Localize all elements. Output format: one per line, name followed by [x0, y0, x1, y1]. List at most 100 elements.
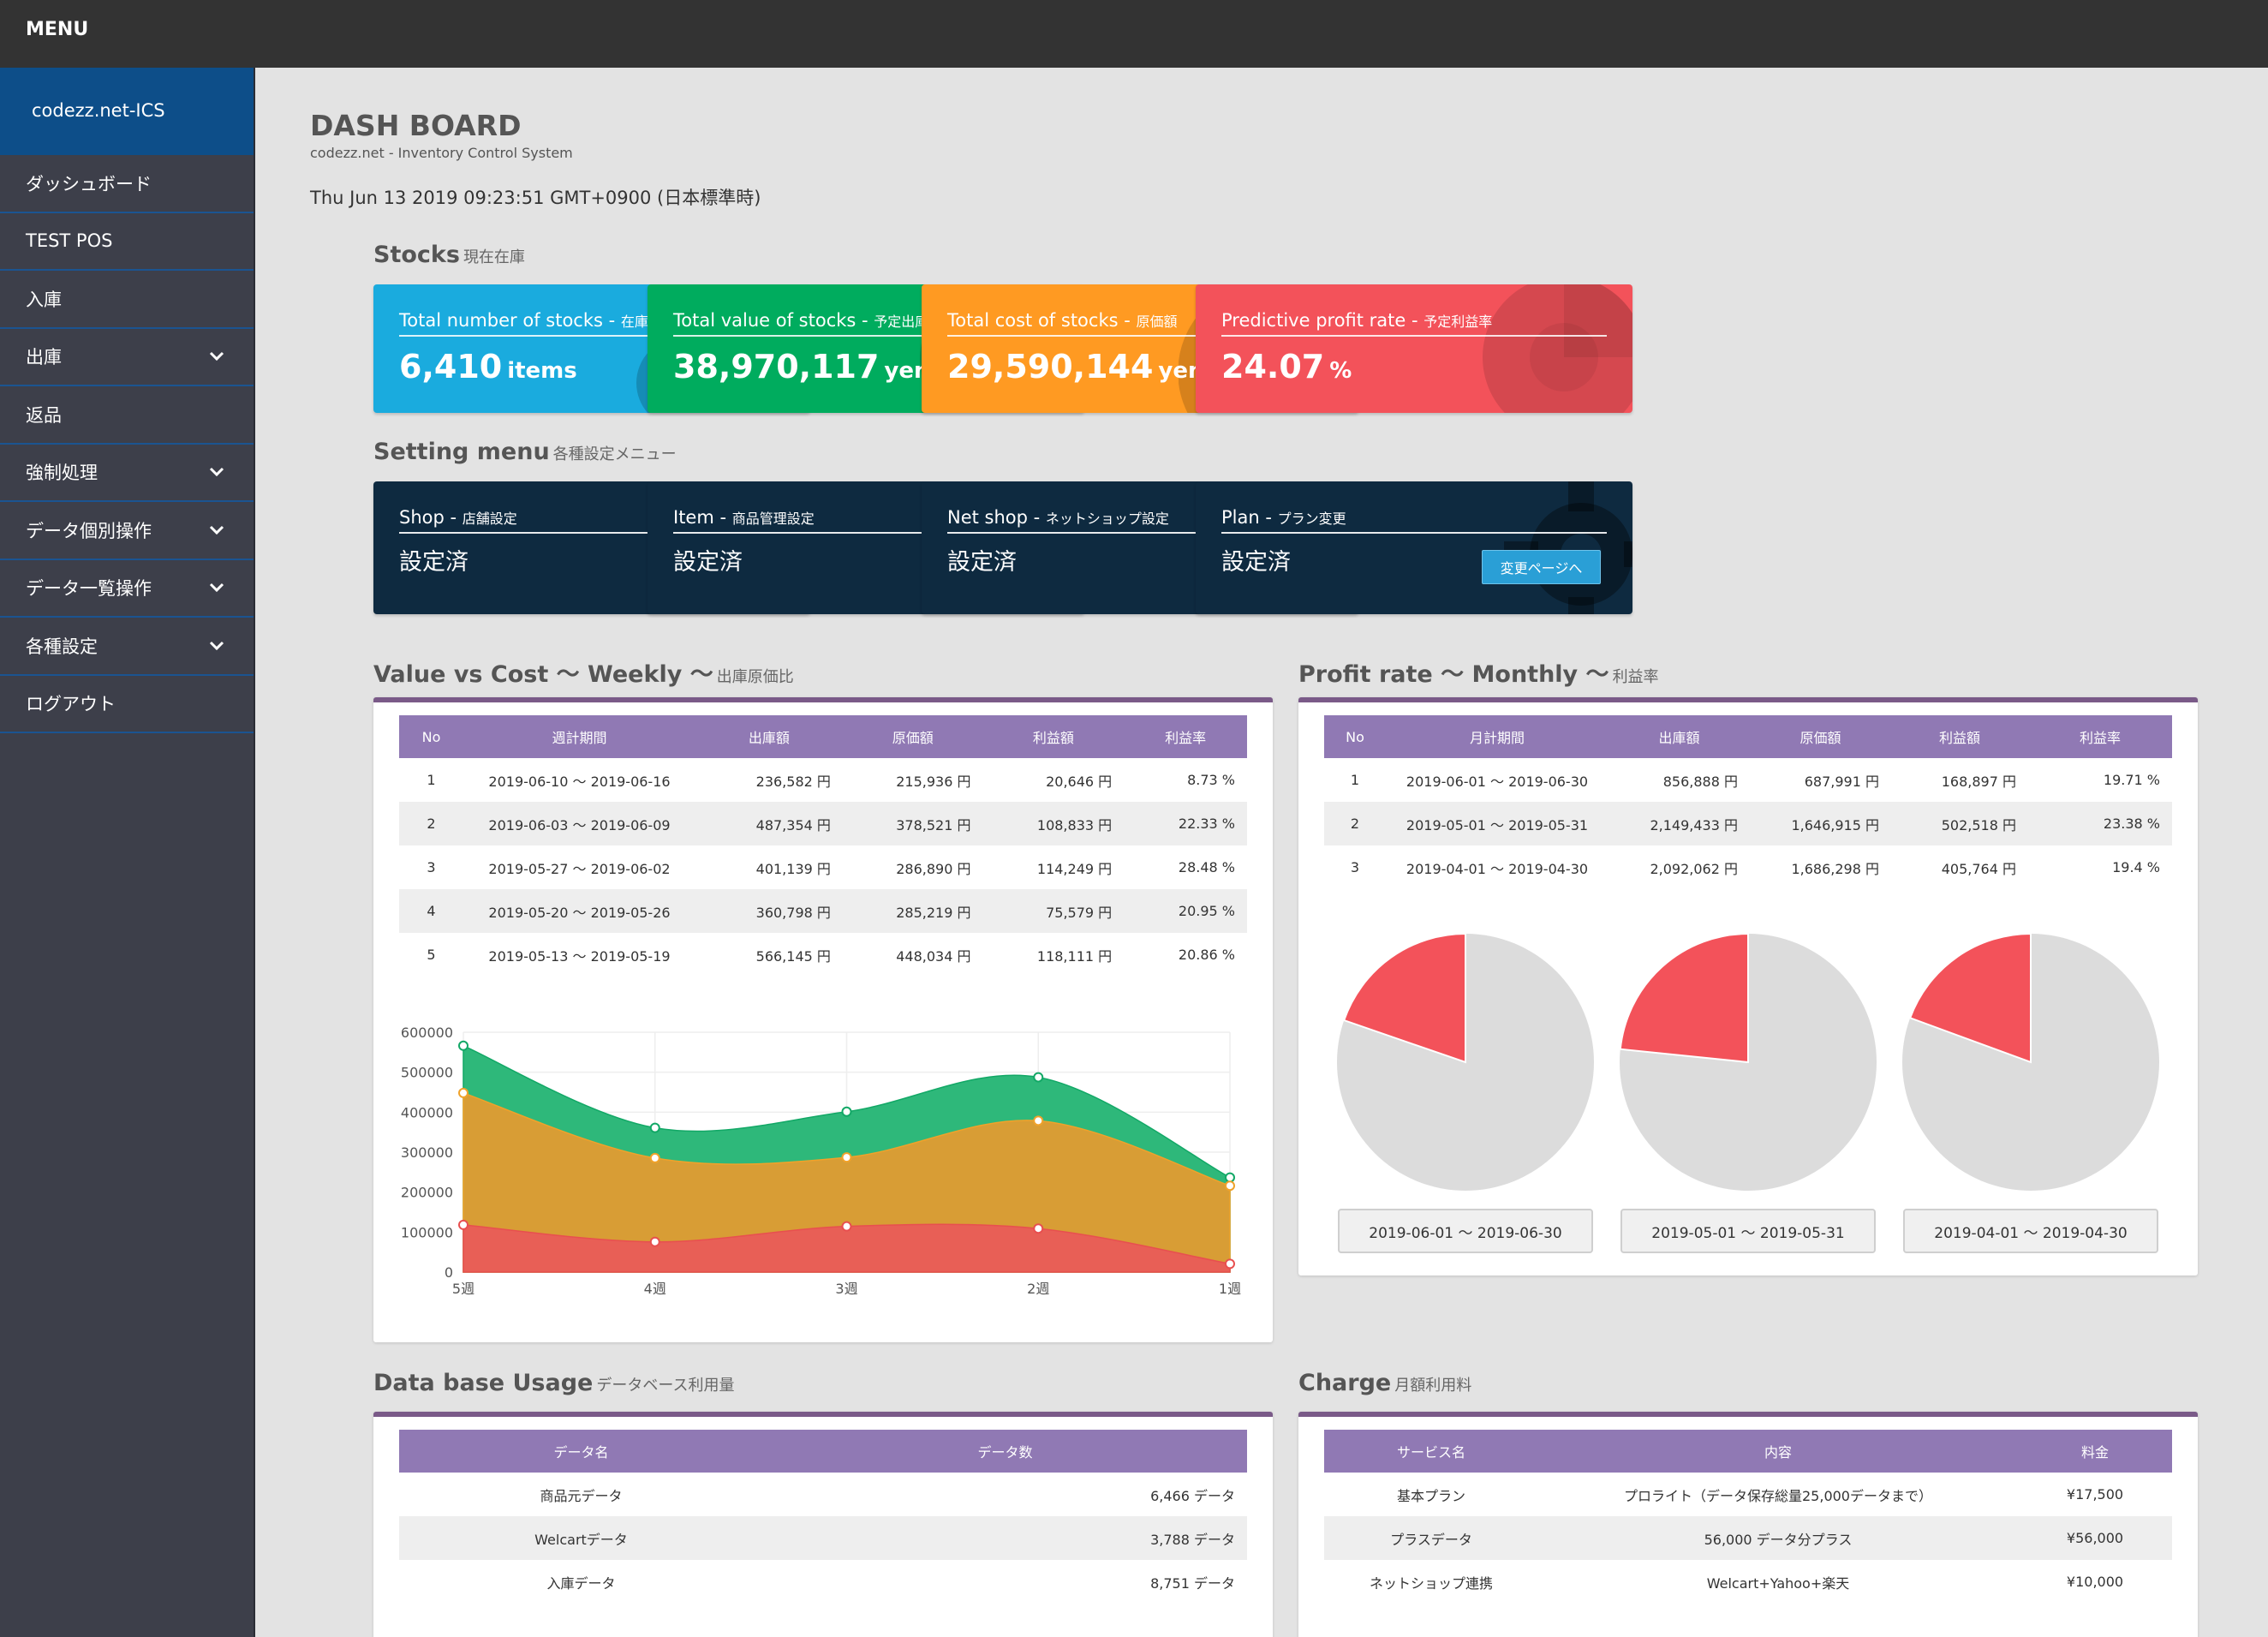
column-header[interactable]: 利益額 [982, 715, 1125, 758]
table-row: 入庫データ 8,751 データ [399, 1560, 1247, 1604]
divider [399, 335, 785, 337]
column-header[interactable]: 利益率 [1124, 715, 1247, 758]
sidebar-item-label: 強制処理 [26, 463, 98, 484]
table-cell: ¥17,500 [2066, 1486, 2124, 1503]
db-usage-table: データ名 データ数 商品元データ 6,466 データ Welcartデータ 3,788 … [399, 1430, 1247, 1604]
weekly-panel: No 週計期間 出庫額 原価額 利益額 利益率 1 2019-06-10 〜 2019-06… [373, 697, 1273, 1342]
column-header[interactable]: 月計期間 [1386, 715, 1608, 758]
column-header[interactable]: 料金 [2018, 1430, 2172, 1473]
pie-slice-profit[interactable] [1342, 932, 1466, 1064]
sidebar-item-label: データ一覧操作 [26, 578, 152, 600]
data-point[interactable] [458, 1040, 469, 1051]
data-point[interactable] [649, 1122, 660, 1133]
data-point[interactable] [841, 1152, 852, 1163]
y-tick-label: 300000 [401, 1144, 453, 1161]
data-point[interactable] [1225, 1172, 1235, 1183]
table-cell: 基本プラン [1396, 1487, 1465, 1504]
stat-label-en: Predictive profit rate - [1221, 310, 1424, 331]
pie-period-label: 2019-05-01 〜 2019-05-31 [1620, 1209, 1876, 1253]
stat-label: Total value of stocks - 予定出庫額 [673, 310, 942, 331]
column-header[interactable]: 出庫額 [695, 715, 843, 758]
setting-label-jp: 店舗設定 [462, 511, 517, 527]
table-cell: 19.4 % [2112, 859, 2160, 875]
chevron-down-icon [206, 345, 228, 367]
table-cell: 118,111 円 [1036, 947, 1113, 965]
setting-label: Shop - 店舗設定 [399, 507, 517, 528]
table-cell: 2019-06-01 〜 2019-06-30 [1406, 773, 1589, 790]
setting-status: 設定済 [947, 549, 1017, 576]
table-row: 4 2019-05-20 〜 2019-05-26 360,798 円 285,219… [399, 889, 1247, 933]
pie-slice-profit[interactable] [1619, 932, 1749, 1064]
column-header[interactable]: データ数 [763, 1430, 1247, 1473]
setting-label-jp: プラン変更 [1277, 511, 1346, 527]
weekly-area-chart: 0 100000 200000 300000 400000 500000 600000 5週 4… [401, 1025, 1241, 1297]
data-point[interactable] [841, 1106, 852, 1117]
column-header[interactable]: 原価額 [1750, 715, 1891, 758]
sidebar-item-5[interactable]: 強制処理 [0, 444, 254, 502]
table-cell: 114,249 円 [1036, 860, 1113, 877]
sidebar-item-0[interactable]: ダッシュボード [0, 155, 254, 213]
setting-label-en: Shop - [399, 507, 463, 528]
charge-table: サービス名 内容 料金 基本プラン プロライト（データ保存総量25,000データまで）… [1324, 1430, 2172, 1604]
column-header[interactable]: 利益額 [1891, 715, 2028, 758]
sidebar-item-label: 出庫 [26, 347, 62, 368]
sidebar-item-1[interactable]: TEST POS [0, 212, 254, 271]
sidebar-item-3[interactable]: 出庫 [0, 328, 254, 386]
weekly-section-title: Value vs Cost 〜 Weekly 〜出庫原価比 [373, 655, 794, 689]
data-point[interactable] [649, 1236, 660, 1247]
table-cell: 448,034 円 [896, 947, 971, 965]
sidebar-item-label: ログアウト [26, 694, 116, 715]
column-header[interactable]: 利益率 [2028, 715, 2172, 758]
y-tick-label: 400000 [401, 1104, 453, 1120]
data-point[interactable] [1033, 1115, 1044, 1126]
setting-label-en: Plan - [1221, 507, 1278, 528]
column-header[interactable]: 内容 [1538, 1430, 2018, 1473]
sidebar-item-label: 返品 [26, 404, 62, 426]
brand-link[interactable]: codezz.net-ICS [0, 68, 254, 155]
sidebar-nav: ダッシュボード TEST POS 入庫出庫返品強制処理データ個別操作 データ一覧操作各… [0, 155, 254, 733]
column-header[interactable]: No [399, 715, 464, 758]
data-point[interactable] [458, 1087, 469, 1098]
sidebar-item-label: 入庫 [26, 289, 62, 310]
sidebar: codezz.net-ICS ダッシュボード TEST POS 入庫出庫返品強制処理… [0, 68, 255, 1637]
data-point[interactable] [1033, 1072, 1044, 1083]
monthly-panel: No 月計期間 出庫額 原価額 利益額 利益率 1 2019-06-01 〜 2019-06… [1298, 697, 2198, 1276]
column-header[interactable]: 原価額 [842, 715, 983, 758]
settings-page-button[interactable]: 変更ページへ [1482, 550, 1601, 584]
sidebar-item-9[interactable]: ログアウト [0, 675, 254, 733]
table-row: 1 2019-06-10 〜 2019-06-16 236,582 円 215,936… [399, 758, 1247, 802]
chevron-down-icon [206, 577, 228, 599]
sidebar-item-7[interactable]: データ一覧操作 [0, 559, 254, 618]
column-header[interactable]: No [1324, 715, 1386, 758]
stat-value: 6,410 items [399, 348, 577, 385]
column-header[interactable]: データ名 [399, 1430, 763, 1473]
table-cell: 1,646,915 円 [1750, 802, 1891, 845]
sidebar-item-6[interactable]: データ個別操作 [0, 502, 254, 560]
column-header[interactable]: 週計期間 [463, 715, 695, 758]
sidebar-item-8[interactable]: 各種設定 [0, 618, 254, 676]
stat-label-en: Total number of stocks - [399, 310, 621, 331]
sidebar-item-2[interactable]: 入庫 [0, 271, 254, 329]
table-cell: 2 [399, 802, 464, 845]
data-point[interactable] [1225, 1180, 1235, 1192]
x-tick-label: 4週 [644, 1281, 666, 1297]
data-point[interactable] [1225, 1258, 1235, 1270]
sidebar-item-4[interactable]: 返品 [0, 386, 254, 445]
data-point[interactable] [841, 1221, 852, 1232]
table-cell: 168,897 円 [1941, 773, 2016, 790]
table-cell: 2,092,062 円 [1650, 860, 1738, 877]
column-header[interactable]: サービス名 [1324, 1430, 1538, 1473]
data-point[interactable] [1033, 1223, 1044, 1234]
sidebar-item-label: データ個別操作 [26, 520, 152, 541]
menu-toggle[interactable]: MENU [26, 19, 89, 40]
table-row: 3 2019-04-01 〜 2019-04-30 2,092,062 円 1,686… [1324, 845, 2172, 889]
column-header[interactable]: 出庫額 [1608, 715, 1750, 758]
table-cell: 28.48 % [1178, 859, 1235, 875]
setting-label: Item - 商品管理設定 [673, 507, 815, 528]
data-point[interactable] [649, 1152, 660, 1163]
pie-slice-profit[interactable] [1908, 932, 2032, 1064]
setting-label-jp: ネットショップ設定 [1045, 511, 1169, 527]
monthly-section-title: Profit rate 〜 Monthly 〜利益率 [1298, 655, 1659, 689]
data-point[interactable] [458, 1219, 469, 1230]
stat-unit: % [1329, 358, 1352, 384]
